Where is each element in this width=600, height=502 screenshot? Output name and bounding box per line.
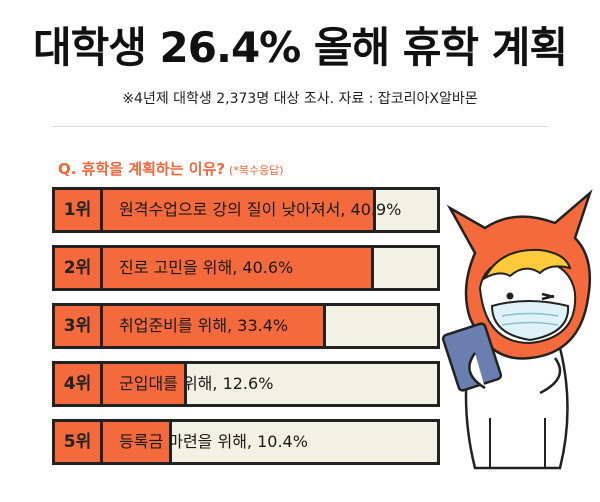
- bar-track: 등록금 마련을 위해, 10.4%: [103, 422, 437, 462]
- bar-row: 3위 취업준비를 위해, 33.4%: [52, 303, 440, 349]
- bar-row: 4위 군입대를 위해, 12.6%: [52, 361, 440, 407]
- bar-label: 진로 고민을 위해, 40.6%: [119, 258, 294, 277]
- rank-label: 5위: [55, 422, 103, 462]
- divider: [52, 126, 548, 127]
- bar-label: 등록금 마련을 위해, 10.4%: [119, 432, 308, 451]
- question-text: Q. 휴학을 계획하는 이유?: [58, 160, 226, 178]
- question-label: Q. 휴학을 계획하는 이유? (*복수응답): [58, 158, 284, 179]
- bar-row: 2위 진로 고민을 위해, 40.6%: [52, 245, 440, 291]
- rank-label: 3위: [55, 306, 103, 346]
- source-note: ※4년제 대학생 2,373명 대상 조사. 자료 : 잡코리아X알바몬: [122, 91, 478, 107]
- rank-label: 2위: [55, 248, 103, 288]
- bar-label: 원격수업으로 강의 질이 낮아져서, 40.9%: [119, 200, 402, 219]
- bar-label: 취업준비를 위해, 33.4%: [119, 316, 289, 335]
- bar-track: 군입대를 위해, 12.6%: [103, 364, 437, 404]
- bar-row: 5위 등록금 마련을 위해, 10.4%: [52, 419, 440, 465]
- bar-track: 진로 고민을 위해, 40.6%: [103, 248, 437, 288]
- cat-mascot-with-mask-icon: [430, 178, 600, 478]
- rank-label: 1위: [55, 190, 103, 230]
- bar-fill: [103, 422, 172, 462]
- rank-label: 4위: [55, 364, 103, 404]
- bar-row: 1위 원격수업으로 강의 질이 낮아져서, 40.9%: [52, 187, 440, 233]
- bar-track: 원격수업으로 강의 질이 낮아져서, 40.9%: [103, 190, 437, 230]
- page-title: 대학생 26.4% 올해 휴학 계획: [33, 23, 568, 72]
- bar-fill: [103, 364, 187, 404]
- bar-label: 군입대를 위해, 12.6%: [119, 374, 274, 393]
- bar-fill: [103, 248, 374, 288]
- bar-fill: [103, 306, 326, 346]
- bar-fill: [103, 190, 376, 230]
- bar-track: 취업준비를 위해, 33.4%: [103, 306, 437, 346]
- question-note: (*복수응답): [229, 164, 284, 177]
